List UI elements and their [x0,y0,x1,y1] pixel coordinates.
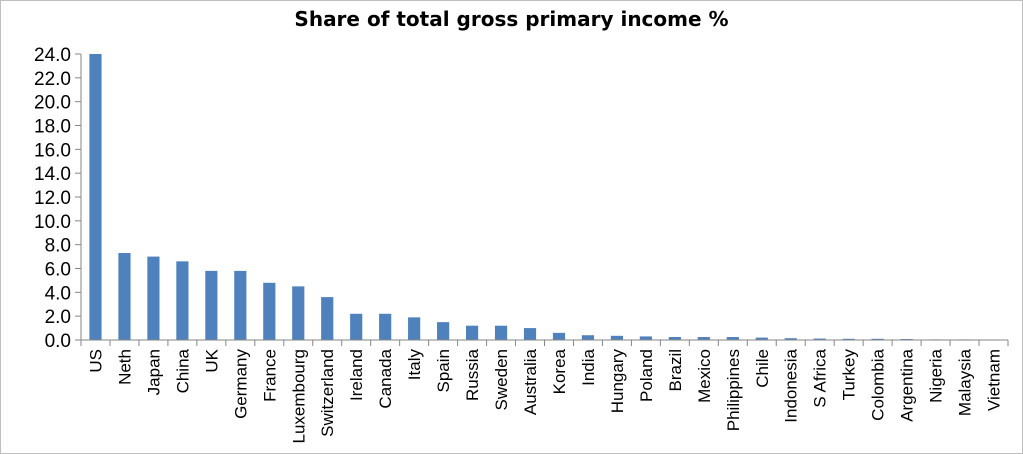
x-category-label: Sweden [492,349,511,410]
x-axis: US Neth Japan China UK Germany France Luxembour… [80,339,1009,444]
y-tick-label: 12.0 [34,188,71,209]
y-tick-label: 20.0 [34,93,71,114]
x-category-label: Spain [434,349,453,392]
bar-poland [639,336,652,340]
x-category-label: Japan [144,349,163,395]
y-tick-label: 8.0 [45,236,71,257]
bar-russia [465,325,479,340]
bar-indonesia [784,338,797,340]
x-category-label: Mexico [695,349,714,403]
bar-us [89,54,102,340]
x-category-label: Korea [550,348,569,394]
y-tick-label: 22.0 [34,69,71,90]
x-category-label: France [260,349,279,402]
bar-ireland [350,313,363,340]
x-category-label: Neth [115,349,134,385]
x-category-label: Indonesia [782,348,801,422]
y-tick-label: 18.0 [34,117,71,138]
x-category-label: Germany [231,349,250,419]
chart-title: Share of total gross primary income % [294,7,729,31]
bar-uk [205,270,218,340]
x-category-label: Switzerland [318,349,337,437]
bar-australia [523,328,537,340]
y-tick-label: 14.0 [34,164,71,185]
bar-luxembourg [292,286,305,340]
x-category-label: India [579,348,598,385]
y-tick-label: 10.0 [34,212,71,233]
x-category-label: UK [202,348,221,372]
bar-korea [552,332,566,340]
y-tick-label: 24.0 [34,45,71,66]
y-tick-label: 0.0 [45,331,71,352]
bar-italy [408,317,421,340]
x-category-label: Colombia [869,348,888,420]
x-category-label: US [86,349,105,373]
bar-colombia [871,338,884,340]
bar-spain [437,322,450,340]
x-category-label: Nigeria [927,348,946,402]
x-category-label: Malaysia [956,348,975,416]
bar-switzerland [321,297,334,340]
bar-sweden [494,325,508,340]
x-category-label: China [173,348,192,393]
y-axis: 0.0 2.0 4.06.0 8.0 10.0 12.0 14.0 16.018.0 20.0 2… [34,45,82,352]
x-category-label: Ireland [347,349,366,401]
x-category-label: Italy [405,349,424,381]
bar-india [581,335,595,340]
x-category-label: Chile [753,349,772,388]
x-category-label: Russia [463,348,482,401]
x-category-label: Philippines [724,349,743,431]
bar-philippines [726,337,739,340]
bar-germany [234,270,247,340]
bar-france [263,282,276,340]
x-category-label: Hungary [608,349,627,414]
x-category-label: Australia [521,348,540,415]
bar-canada [379,313,392,340]
bar-hungary [610,335,624,340]
x-category-label: Poland [637,349,656,402]
bar-brazil [668,337,681,340]
bar-chile [755,337,768,340]
x-category-label: Vietnam [985,349,1004,411]
y-tick-label: 2.0 [45,307,71,328]
x-category-label: Canada [376,348,395,408]
bar-s-africa [813,338,826,340]
y-tick-label: 6.0 [45,260,71,281]
y-tick-label: 4.0 [45,283,71,304]
x-category-label: Brazil [666,349,685,392]
bar-japan [147,256,160,340]
bar-turkey [842,338,855,340]
bar-mexico [697,337,710,340]
bar-china [176,261,189,340]
bars [89,54,1000,341]
x-category-label: Argentina [898,348,917,421]
x-category-label: S Africa [811,348,830,407]
y-tick-label: 16.0 [34,140,71,161]
x-category-label: Turkey [840,349,859,401]
x-category-label: Luxembourg [289,349,308,444]
bar-neth [118,253,131,340]
